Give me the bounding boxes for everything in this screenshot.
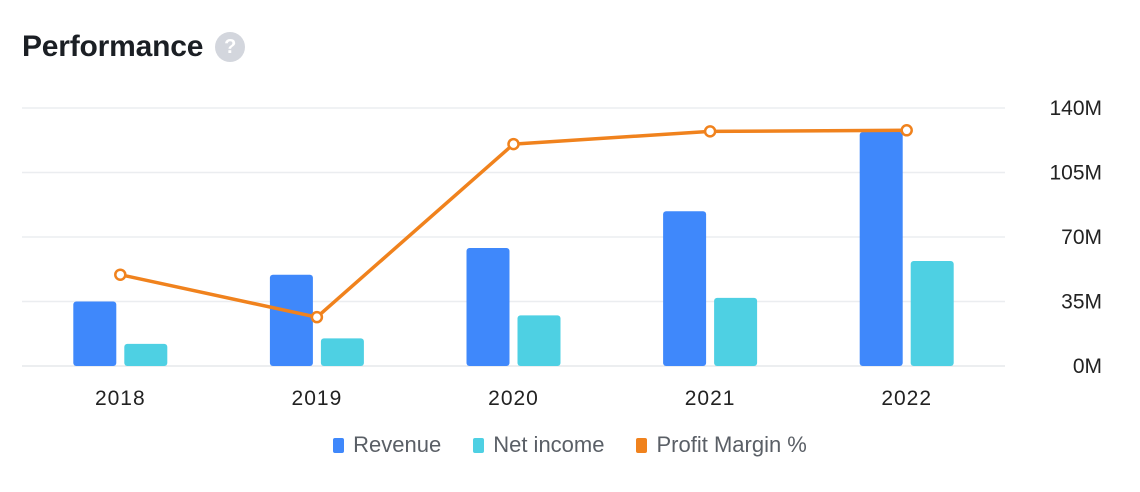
chart-legend: Revenue Net income Profit Margin %	[0, 432, 1140, 458]
y-tick-label: 105M	[1049, 162, 1102, 185]
legend-swatch	[333, 437, 345, 453]
legend-label: Profit Margin %	[656, 432, 807, 457]
profit-margin-point-2020[interactable]	[507, 137, 520, 151]
profit-margin-line-group	[114, 124, 913, 324]
legend-swatch	[473, 437, 485, 453]
bar-net-income-2018[interactable]	[124, 343, 168, 366]
x-axis-ticks: 2018 2019 2020 2021 2022	[95, 387, 932, 410]
chart-title: Performance	[22, 30, 204, 63]
legend-item-revenue[interactable]: Revenue	[333, 432, 441, 458]
legend-item-profit-margin[interactable]: Profit Margin %	[636, 432, 807, 458]
bar-revenue-2018[interactable]	[73, 301, 117, 367]
x-tick-label: 2021	[685, 387, 736, 410]
x-tick-label: 2019	[292, 387, 343, 410]
legend-swatch	[636, 437, 648, 453]
x-tick-label: 2020	[488, 387, 539, 410]
help-glyph: ?	[224, 35, 237, 58]
x-tick-label: 2022	[881, 387, 932, 410]
grid-lines	[22, 107, 1005, 367]
legend-label: Revenue	[353, 432, 442, 457]
x-tick-label: 2018	[95, 387, 146, 410]
profit-margin-line	[119, 128, 907, 319]
bar-revenue-2019[interactable]	[269, 274, 313, 366]
legend-item-net-income[interactable]: Net income	[473, 432, 604, 458]
y-tick-label: 140M	[1049, 97, 1102, 120]
bar-net-income-2022[interactable]	[910, 260, 954, 366]
chart-header: Performance ?	[22, 30, 246, 64]
profit-margin-point-2022[interactable]	[900, 124, 913, 137]
bar-revenue-2021[interactable]	[663, 211, 707, 366]
profit-margin-point-2018[interactable]	[114, 268, 127, 281]
y-axis-ticks: 0M 35M 70M 105M 140M	[1049, 97, 1102, 378]
y-tick-label: 70M	[1061, 226, 1102, 249]
y-tick-label: 35M	[1061, 291, 1102, 314]
profit-margin-point-2019[interactable]	[310, 310, 324, 324]
profit-margin-point-2021[interactable]	[703, 125, 717, 138]
y-tick-label: 0M	[1073, 355, 1102, 378]
bar-net-income-2019[interactable]	[320, 338, 364, 366]
bar-revenue-2020[interactable]	[466, 248, 510, 366]
bars	[73, 131, 954, 367]
bar-revenue-2022[interactable]	[859, 131, 903, 366]
question-circle-icon[interactable]: ?	[215, 32, 246, 62]
legend-label: Net income	[493, 432, 605, 457]
bar-net-income-2021[interactable]	[714, 297, 758, 366]
bar-net-income-2020[interactable]	[517, 315, 561, 366]
